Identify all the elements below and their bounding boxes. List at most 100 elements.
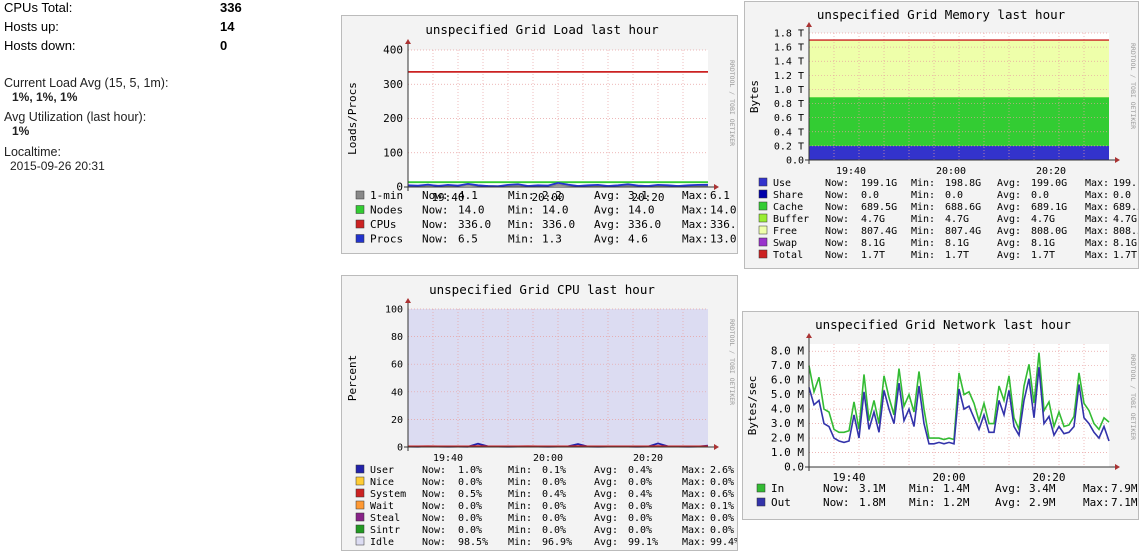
x-axis-arrow	[1115, 464, 1120, 470]
y-tick-label: 0	[397, 443, 403, 454]
legend-cell: Avg:	[997, 202, 1021, 213]
y-tick-label: 100	[383, 146, 403, 159]
legend-cell: Max:	[682, 465, 706, 476]
hosts-down-label: Hosts down:	[4, 38, 76, 53]
y-axis-arrow	[405, 39, 411, 44]
y-tick-label: 0.8 T	[774, 99, 804, 110]
localtime-value: 2015-09-26 20:31	[10, 159, 105, 173]
legend-cell: 199.0G	[1031, 178, 1067, 189]
x-tick-label: 19:40	[433, 453, 463, 464]
legend-cell: 0.5%	[458, 489, 482, 500]
legend-swatch-idle	[355, 536, 365, 546]
legend-swatch-share	[758, 189, 768, 199]
legend-cell: 688.6G	[945, 202, 981, 213]
y-tick-label: 1.0 T	[774, 85, 804, 96]
legend-cell: Now:	[825, 202, 849, 213]
x-tick-label: 20:00	[936, 166, 966, 177]
legend-cell: 0.0%	[542, 501, 566, 512]
legend-cell: Min:	[508, 489, 532, 500]
legend-cell: 14.0	[458, 204, 485, 217]
legend-cell: Min:	[508, 537, 532, 548]
legend-swatch-nice	[355, 476, 365, 486]
y-tick-label: 300	[383, 78, 403, 91]
legend-cell: Min:	[508, 525, 532, 536]
legend-swatch-wait	[355, 500, 365, 510]
network-graph[interactable]: unspecified Grid Network last hour 0.0 1.0…	[742, 311, 1139, 520]
y-axis-arrow	[806, 333, 812, 338]
y-axis-arrow	[806, 22, 812, 27]
y-tick-label: 20	[391, 415, 403, 426]
legend-cell: Now:	[422, 501, 446, 512]
legend-swatch-sintr	[355, 524, 365, 534]
legend-cell: Max:	[1085, 178, 1109, 189]
legend-cell: System	[370, 489, 406, 500]
legend-cell: Avg:	[997, 190, 1021, 201]
legend-cell: 689.5G	[861, 202, 897, 213]
chart-title: unspecified Grid Memory last hour	[817, 7, 1066, 22]
legend-swatch-out	[756, 497, 766, 507]
x-tick-label: 19:40	[431, 191, 464, 204]
legend-cell: Max:	[682, 489, 706, 500]
load-graph[interactable]: unspecified Grid Load last hour 0 100 200 30…	[341, 15, 738, 254]
x-tick-label: 20:00	[533, 453, 563, 464]
legend-cell: 0.0%	[458, 501, 482, 512]
legend-cell: 6.1	[710, 189, 730, 202]
legend-cell: 807.4G	[861, 226, 897, 237]
legend-cell: Nice	[370, 477, 394, 488]
legend-cell: Now:	[825, 226, 849, 237]
y-tick-label: 1.2 T	[774, 71, 804, 82]
localtime-label: Localtime:	[4, 145, 61, 159]
legend-cell: Min:	[911, 250, 935, 261]
legend-cell: Min:	[909, 482, 936, 495]
legend-cell: Min:	[508, 204, 535, 217]
legend-cell: Now:	[825, 238, 849, 249]
legend-cell: 13.0	[710, 233, 737, 246]
legend-cell: 0.1%	[710, 501, 734, 512]
y-tick-label: 100	[385, 305, 403, 316]
load-avg-label: Current Load Avg (15, 5, 1m):	[4, 76, 169, 90]
x-tick-label: 20:20	[633, 453, 663, 464]
legend-cell: Now:	[825, 250, 849, 261]
y-tick-label: 6.0 M	[771, 374, 804, 387]
legend-cell: Now:	[422, 189, 449, 202]
memory-graph[interactable]: unspecified Grid Memory last hour 0.0 0.2 …	[744, 1, 1139, 269]
legend-swatch-nodes	[355, 205, 365, 214]
legend-cell: Total	[773, 250, 803, 261]
legend-cell: Min:	[508, 501, 532, 512]
x-tick-label: 20:20	[631, 191, 664, 204]
legend-cell: Max:	[1085, 214, 1109, 225]
legend-cell: Wait	[370, 501, 394, 512]
series-line-out	[808, 367, 1110, 445]
legend-cell: 1.8M	[859, 496, 886, 509]
legend-cell: Cache	[773, 202, 803, 213]
legend-cell: Avg:	[997, 226, 1021, 237]
legend-cell: Min:	[508, 189, 535, 202]
hosts-up-label: Hosts up:	[4, 19, 59, 34]
legend-cell: 198.8G	[945, 178, 981, 189]
y-tick-label: 200	[383, 112, 403, 125]
legend-cell: 0.6%	[710, 489, 734, 500]
legend-cell: Max:	[682, 204, 709, 217]
legend-swatch-use	[758, 177, 768, 187]
legend-cell: 2.9M	[1029, 496, 1056, 509]
area-use	[809, 145, 1109, 160]
legend-cell: Min:	[508, 477, 532, 488]
legend-cell: 0.4%	[542, 489, 566, 500]
legend-cell: 1.7T	[1031, 250, 1055, 261]
y-tick-label: 60	[391, 360, 403, 371]
legend-cell: Avg:	[997, 250, 1021, 261]
legend-cell: Idle	[370, 537, 394, 548]
legend-cell: Swap	[773, 238, 797, 249]
y-tick-label: 80	[391, 332, 403, 343]
legend-cell: Max:	[682, 189, 709, 202]
legend-cell: User	[370, 465, 394, 476]
legend-cell: 4.6	[628, 233, 648, 246]
legend-swatch-user	[355, 464, 365, 474]
cpu-graph[interactable]: unspecified Grid CPU last hour 0 20 40 60 80 1…	[341, 275, 738, 551]
legend-cell: 0.0	[861, 190, 879, 201]
util-block: Avg Utilization (last hour): 1%	[4, 110, 146, 138]
legend-cell: Max:	[1085, 226, 1109, 237]
chart-title: unspecified Grid Load last hour	[425, 22, 659, 37]
rrdtool-watermark: RRDTOOL / TOBI OETIKER	[728, 60, 736, 146]
legend-cell: 0.0%	[710, 513, 734, 524]
